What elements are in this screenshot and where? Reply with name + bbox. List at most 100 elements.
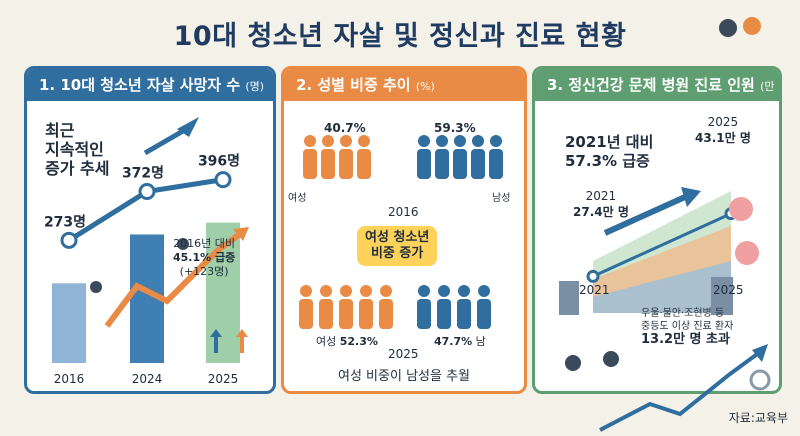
point-2021 [586, 269, 600, 283]
label-female: 여성 [288, 193, 307, 204]
male-icon [417, 149, 431, 179]
value-label: 273명 [44, 213, 86, 230]
trend-arrow-shaft [143, 124, 192, 156]
female-icon [303, 149, 317, 179]
headline-line: 지속적인 [45, 140, 104, 159]
female-pct-2025: 여성 52.3% [316, 333, 378, 349]
female-icon [339, 299, 353, 329]
male-icon-head [418, 135, 430, 147]
x-label-2021: 2021 [579, 283, 610, 297]
value-label: 372명 [122, 164, 164, 181]
female-icon-head [360, 285, 372, 297]
male-icon [435, 149, 449, 179]
headline-line: 2021년 대비 [565, 133, 654, 151]
label-female-short: 여성 [316, 335, 337, 348]
brain-icon [729, 197, 753, 221]
panel-heading-unit: (만 명) [547, 80, 775, 127]
gender-caption: 여성 비중이 남성을 추월 [338, 369, 470, 384]
male-icon [417, 299, 431, 329]
patient-person-icon [565, 355, 581, 371]
hospital-icon [711, 277, 733, 315]
male-icon-head [438, 285, 450, 297]
male-value-2025: 47.7% [434, 335, 473, 348]
female-value-2025: 52.3% [339, 335, 378, 348]
panel-heading-text: 3. 정신건강 문제 병원 진료 인원 [547, 76, 755, 94]
start-value: 27.4만 명 [573, 205, 629, 219]
female-icon-head [340, 135, 352, 147]
male-icon [437, 299, 451, 329]
visits-chart [559, 187, 759, 371]
note-line: 우울·불안·조현병 등 [641, 308, 725, 319]
x-tick-label: 2025 [208, 372, 239, 386]
x-label-2025: 2025 [713, 283, 744, 297]
note-line: 중등도 이상 진료 환자 [641, 321, 734, 332]
source-note: 자료:교육부 [728, 411, 788, 425]
panel-heading-text: 2. 성별 비중 추이 [296, 76, 411, 94]
panel-heading-unit: (명) [245, 80, 265, 93]
female-icon-head [340, 285, 352, 297]
growth-arrow-shaft [603, 194, 687, 236]
female-icon [357, 149, 371, 179]
male-icon [489, 149, 503, 179]
panel-mental-health-visits: 3. 정신건강 문제 병원 진료 인원 (만 명) 2021년 대비 57.3%… [532, 66, 782, 394]
deaths-chart: 273명 372명 396명 2016 2024 2025 [44, 117, 249, 386]
panel-heading-unit: (%) [415, 80, 435, 93]
panel-heading: 2. 성별 비중 추이 (%) [284, 69, 524, 101]
brain-icon [735, 241, 759, 265]
male-icon-head [436, 135, 448, 147]
female-icon [379, 299, 393, 329]
severe-note: 우울·불안·조현병 등 중등도 이상 진료 환자 13.2만 명 초과 [641, 307, 733, 346]
visits-line [592, 212, 732, 278]
note-line: (+123명) [179, 265, 229, 278]
growth-arrow-icon [681, 187, 701, 207]
end-label: 2025 43.1만 명 [695, 115, 751, 146]
female-icon-head [320, 285, 332, 297]
female-icon [299, 299, 313, 329]
rising-arrowhead-icon [233, 227, 249, 241]
panel-heading: 3. 정신건강 문제 병원 진료 인원 (만 명) [535, 69, 779, 127]
female-icon-head [322, 135, 334, 147]
male-icon-head [418, 285, 430, 297]
male-icon-head [458, 285, 470, 297]
increase-note: 2016년 대비 45.1% 급증 (+123명) [173, 237, 235, 279]
female-icon [359, 299, 373, 329]
note-emph: 13.2만 명 초과 [641, 332, 730, 347]
female-icon-head [380, 285, 392, 297]
male-icon-head [490, 135, 502, 147]
doctor-person-icon [603, 351, 619, 367]
headline-line: 최근 [45, 121, 75, 140]
panel-gender-ratio: 2. 성별 비중 추이 (%) 40.7% 59.3% 여성 남성 2016 여… [281, 66, 527, 394]
male-icon [471, 149, 485, 179]
female-icon [339, 149, 353, 179]
callout-line: 여성 청소년 [365, 230, 430, 245]
female-icon-head [300, 285, 312, 297]
top-person-icon [177, 238, 189, 250]
climbing-person-icon [90, 281, 102, 293]
up-arrowhead-blue-icon [210, 329, 222, 337]
callout-line: 비중 증가 [370, 246, 424, 261]
value-label: 396명 [198, 153, 240, 170]
x-tick-label: 2016 [54, 372, 85, 386]
male-icon [457, 299, 471, 329]
gender-chart [299, 135, 503, 329]
start-label: 2021 27.4만 명 [573, 189, 629, 220]
end-year: 2025 [707, 115, 739, 129]
point-2024 [138, 182, 156, 200]
female-icon-head [358, 135, 370, 147]
callout-badge: 여성 청소년 비중 증가 [357, 226, 438, 266]
female-pct-2016: 40.7% [324, 121, 366, 135]
rising-arrow-icon [104, 230, 243, 328]
year-2016: 2016 [388, 205, 419, 219]
female-icon [319, 299, 333, 329]
male-icon [453, 149, 467, 179]
label-male-short: 남 [475, 335, 486, 348]
male-icon-head [478, 285, 490, 297]
bar-2016 [52, 283, 86, 363]
up-arrowhead-orange-icon [236, 329, 248, 337]
headline-line: 57.3% 급증 [565, 152, 650, 170]
headline: 최근 지속적인 증가 추세 [45, 121, 109, 178]
male-icon [477, 299, 491, 329]
female-icon [321, 149, 335, 179]
female-icon-head [304, 135, 316, 147]
point-2016 [60, 231, 78, 249]
